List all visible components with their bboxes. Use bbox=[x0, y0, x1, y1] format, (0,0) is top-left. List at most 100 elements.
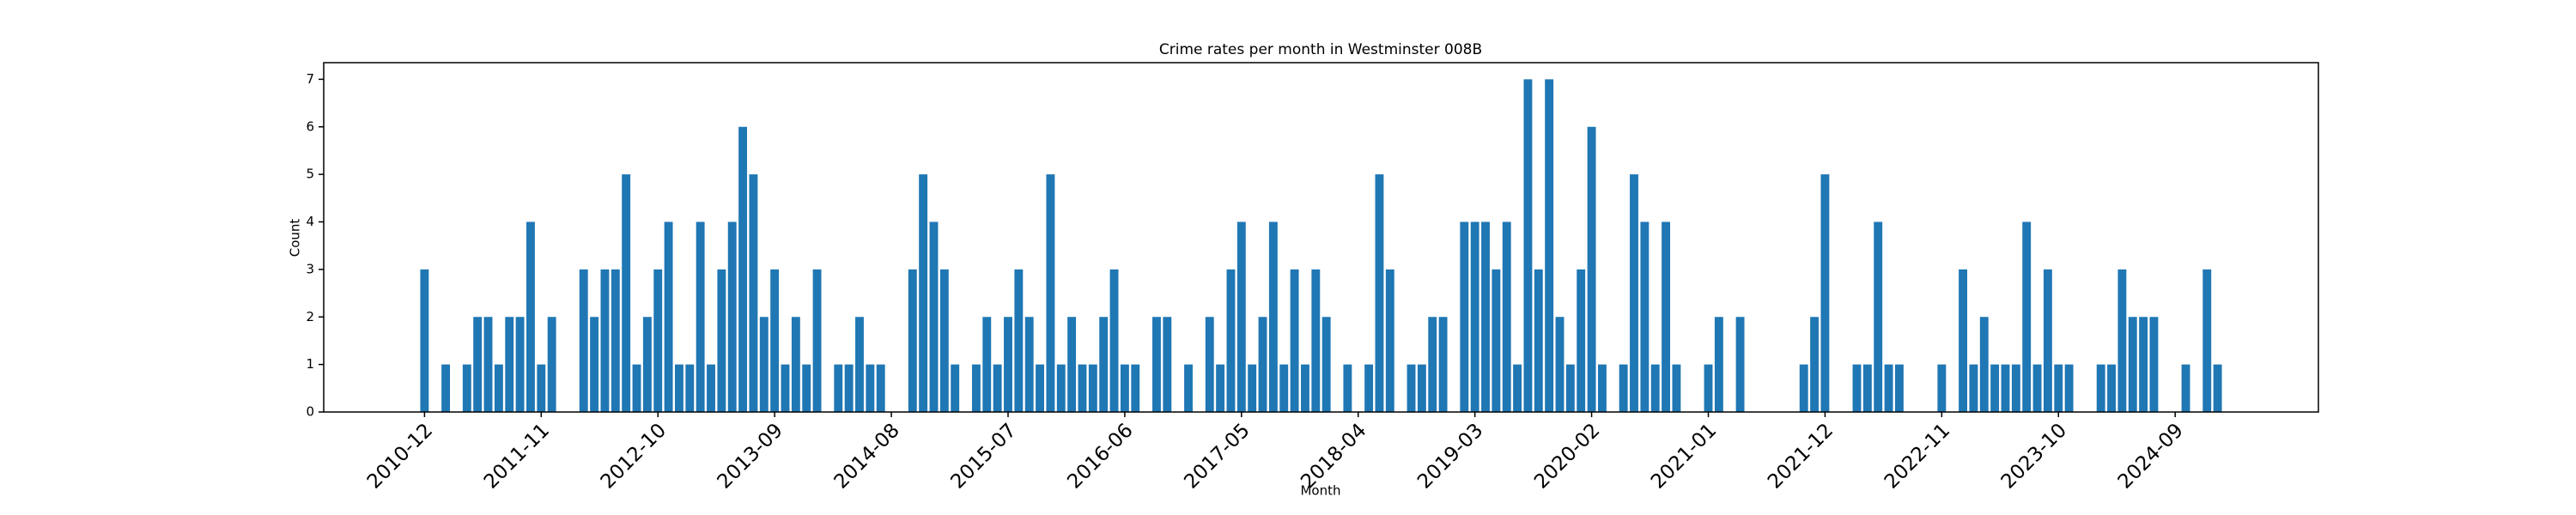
bar bbox=[1438, 317, 1448, 412]
bar bbox=[1990, 364, 2000, 412]
bar bbox=[1131, 364, 1140, 412]
y-tick-label: 6 bbox=[306, 118, 314, 134]
bar bbox=[1810, 317, 1820, 412]
bar bbox=[505, 317, 514, 412]
bar bbox=[834, 364, 843, 412]
bar bbox=[515, 317, 525, 412]
bar bbox=[1406, 364, 1416, 412]
y-tick-label: 1 bbox=[306, 356, 314, 372]
bar bbox=[929, 221, 939, 412]
bar bbox=[1152, 317, 1161, 412]
bar bbox=[919, 174, 928, 412]
bar bbox=[1236, 221, 1246, 412]
bar bbox=[1481, 221, 1490, 412]
bar bbox=[1619, 364, 1628, 412]
bar bbox=[441, 364, 451, 412]
bar bbox=[759, 317, 769, 412]
bar bbox=[420, 269, 429, 412]
bar bbox=[1014, 269, 1024, 412]
bar bbox=[1343, 364, 1352, 412]
bar bbox=[2022, 221, 2032, 412]
plot-frame bbox=[323, 62, 2319, 413]
bar bbox=[1417, 364, 1426, 412]
bar bbox=[1120, 364, 1129, 412]
bar bbox=[674, 364, 683, 412]
bar bbox=[653, 269, 663, 412]
bar bbox=[547, 317, 556, 412]
bar bbox=[812, 269, 822, 412]
bar bbox=[2032, 364, 2042, 412]
bar bbox=[1301, 364, 1309, 412]
bar bbox=[2096, 364, 2105, 412]
bar bbox=[1862, 364, 1872, 412]
bar bbox=[664, 221, 673, 412]
bar bbox=[1226, 269, 1236, 412]
bar bbox=[971, 364, 981, 412]
bar bbox=[1799, 364, 1808, 412]
bar bbox=[1321, 317, 1331, 412]
bar bbox=[1598, 364, 1607, 412]
bar bbox=[1513, 364, 1522, 412]
bar bbox=[727, 221, 737, 412]
bar bbox=[1820, 174, 1830, 412]
bar bbox=[537, 364, 546, 412]
bar bbox=[717, 269, 726, 412]
bar bbox=[1088, 364, 1097, 412]
bar bbox=[982, 317, 992, 412]
bar bbox=[1523, 79, 1533, 412]
bar bbox=[1492, 269, 1501, 412]
bar bbox=[1630, 174, 1638, 412]
bar bbox=[1428, 317, 1437, 412]
x-axis-label: Month bbox=[1300, 483, 1340, 499]
bar bbox=[1640, 221, 1649, 412]
bar bbox=[876, 364, 885, 412]
bar bbox=[1534, 269, 1543, 412]
bar bbox=[1078, 364, 1087, 412]
bar bbox=[855, 317, 864, 412]
bar bbox=[1650, 364, 1660, 412]
bar bbox=[1205, 317, 1214, 412]
bar bbox=[1662, 221, 1671, 412]
bar bbox=[462, 364, 471, 412]
bar bbox=[1004, 317, 1012, 412]
bar bbox=[1587, 126, 1596, 412]
bar bbox=[1545, 79, 1554, 412]
bar bbox=[1067, 317, 1077, 412]
bar bbox=[1279, 364, 1289, 412]
bar bbox=[1969, 364, 1978, 412]
bar bbox=[1470, 221, 1479, 412]
bar bbox=[1884, 364, 1893, 412]
bar bbox=[781, 364, 790, 412]
bar bbox=[579, 269, 588, 412]
bar bbox=[494, 364, 503, 412]
y-tick-label: 0 bbox=[306, 404, 314, 420]
y-axis-label: Count bbox=[288, 219, 303, 258]
bar bbox=[1375, 174, 1384, 412]
bar bbox=[1672, 364, 1681, 412]
bar bbox=[1385, 269, 1394, 412]
bar bbox=[1036, 364, 1044, 412]
y-tick-label: 7 bbox=[306, 71, 314, 87]
bar bbox=[2139, 317, 2148, 412]
bar bbox=[696, 221, 705, 412]
bar bbox=[1704, 364, 1713, 412]
bar bbox=[908, 269, 917, 412]
bar bbox=[844, 364, 854, 412]
bar bbox=[1979, 317, 1989, 412]
bar bbox=[1874, 221, 1883, 412]
bar bbox=[1109, 269, 1119, 412]
bar bbox=[1268, 221, 1278, 412]
bar bbox=[1937, 364, 1947, 412]
bar bbox=[1959, 269, 1968, 412]
bar bbox=[2128, 317, 2137, 412]
bar bbox=[2011, 364, 2020, 412]
bar bbox=[707, 364, 715, 412]
bar bbox=[1735, 317, 1745, 412]
bar bbox=[1056, 364, 1066, 412]
bar bbox=[1714, 317, 1723, 412]
bar bbox=[939, 269, 949, 412]
bar bbox=[866, 364, 875, 412]
bar bbox=[642, 317, 652, 412]
